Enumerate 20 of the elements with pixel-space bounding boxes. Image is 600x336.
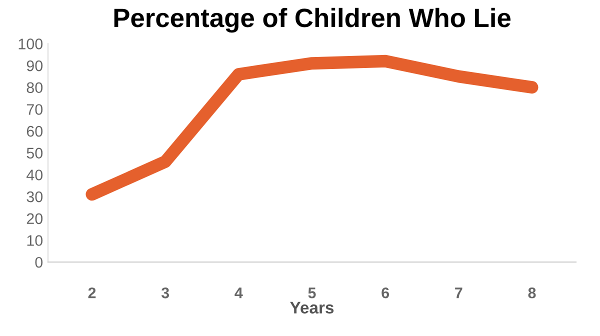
x-tick-label: 8: [528, 287, 536, 298]
y-tick-label: 60: [26, 126, 43, 137]
y-tick-label: 10: [27, 235, 43, 246]
x-tick-label: 7: [455, 288, 462, 298]
x-tick-label: 4: [234, 288, 243, 298]
y-tick-label: 100: [18, 38, 43, 50]
y-tick-label: 90: [26, 60, 43, 72]
y-tick-label: 70: [26, 104, 43, 115]
y-tick-label: 80: [26, 82, 43, 94]
x-tick-label: 2: [88, 287, 96, 298]
y-tick-label: 20: [26, 213, 43, 224]
y-tick-label: 50: [26, 148, 43, 159]
x-tick-label: 6: [382, 287, 390, 298]
x-tick-label: 5: [308, 288, 316, 298]
y-tick-label: 0: [35, 256, 43, 268]
y-tick-label: 40: [26, 170, 43, 180]
x-axis-title: Years: [290, 302, 334, 314]
y-tick-label: 30: [26, 191, 43, 202]
x-tick-label: 3: [161, 287, 170, 298]
chart-title: Percentage of Children Who Lie: [114, 8, 511, 33]
